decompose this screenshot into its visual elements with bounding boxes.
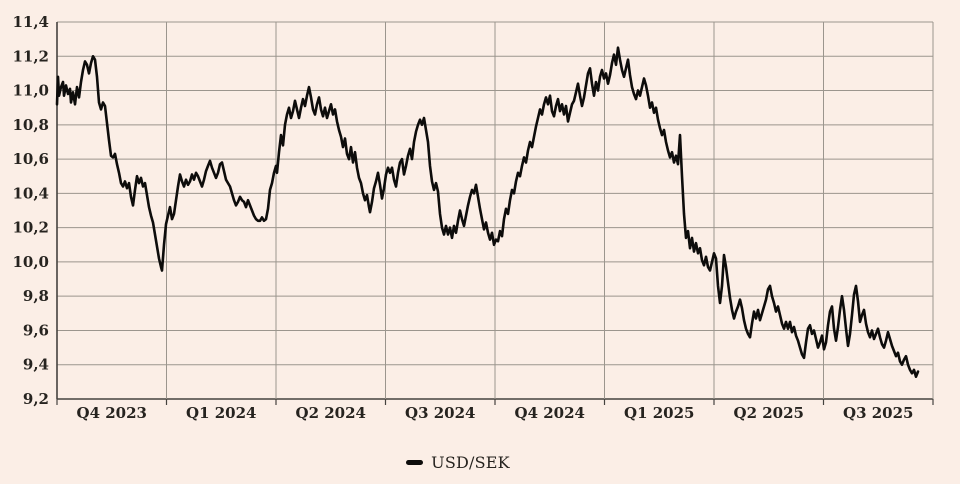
- y-tick-label: 10,0: [12, 253, 49, 271]
- x-tick-label: Q3 2024: [405, 404, 475, 422]
- y-tick-label: 9,2: [23, 390, 49, 408]
- x-tick-label: Q2 2025: [734, 404, 804, 422]
- legend-line-swatch: [406, 459, 424, 465]
- y-tick-label: 10,6: [12, 150, 49, 168]
- x-tick-label: Q4 2023: [77, 404, 147, 422]
- y-tick-label: 9,8: [23, 287, 49, 305]
- x-tick-label: Q1 2024: [186, 404, 256, 422]
- y-tick-label: 9,4: [23, 356, 49, 374]
- y-tick-label: 11,4: [12, 13, 49, 31]
- x-tick-label: Q2 2024: [296, 404, 366, 422]
- y-tick-label: 11,2: [12, 47, 49, 65]
- price-line: [55, 46, 920, 379]
- x-tick-label: Q4 2024: [515, 404, 585, 422]
- y-tick-label: 10,2: [12, 219, 49, 237]
- y-tick-label: 10,4: [12, 184, 49, 202]
- x-tick-label: Q1 2025: [624, 404, 694, 422]
- chart-legend: USD/SEK: [0, 450, 938, 474]
- y-tick-label: 11,0: [12, 82, 49, 100]
- y-tick-label: 9,6: [23, 321, 49, 339]
- y-tick-label: 10,8: [12, 116, 49, 134]
- x-tick-label: Q3 2025: [843, 404, 913, 422]
- legend-series-label: USD/SEK: [431, 452, 510, 472]
